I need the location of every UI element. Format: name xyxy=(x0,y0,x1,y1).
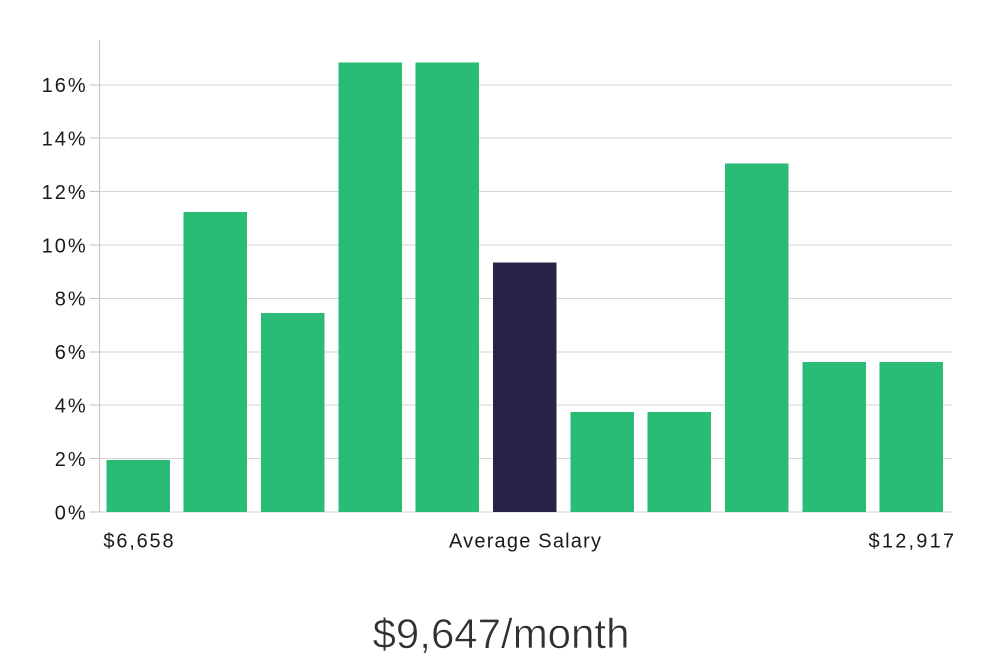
svg-text:$6,658: $6,658 xyxy=(103,531,175,553)
svg-text:8%: 8% xyxy=(55,289,88,311)
svg-text:0%: 0% xyxy=(55,502,88,524)
svg-text:4%: 4% xyxy=(55,396,88,418)
svg-text:2%: 2% xyxy=(55,449,88,471)
svg-text:6%: 6% xyxy=(55,342,88,364)
svg-text:$9,647/month: $9,647/month xyxy=(373,610,630,657)
svg-text:12%: 12% xyxy=(42,182,88,204)
svg-text:16%: 16% xyxy=(42,75,88,97)
svg-text:Average Salary: Average Salary xyxy=(449,531,602,553)
svg-text:14%: 14% xyxy=(42,129,88,151)
svg-text:10%: 10% xyxy=(42,235,88,257)
svg-text:$12,917: $12,917 xyxy=(869,531,957,553)
